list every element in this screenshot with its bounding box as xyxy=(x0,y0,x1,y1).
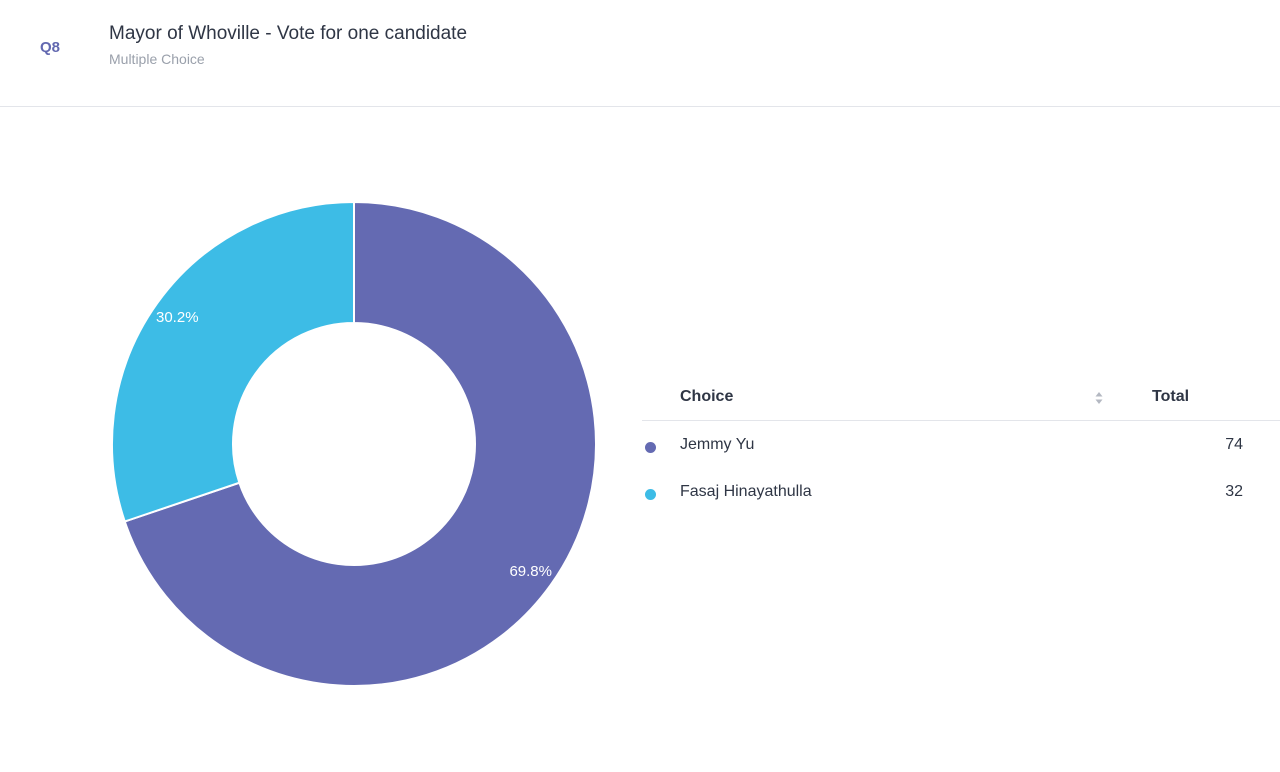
row-choice-label: Jemmy Yu xyxy=(680,436,755,453)
donut-slice[interactable] xyxy=(111,200,355,523)
row-total-value: 74 xyxy=(1225,436,1243,453)
question-title: Mayor of Whoville - Vote for one candida… xyxy=(109,23,468,44)
row-total-value: 32 xyxy=(1225,483,1243,500)
donut-slice[interactable] xyxy=(123,200,597,687)
slice-percent-label: 69.8% xyxy=(509,563,552,580)
table-header: Choice Total xyxy=(642,373,1280,421)
table-row: Fasaj Hinayathulla 32 xyxy=(642,468,1280,515)
legend-dot-icon xyxy=(645,489,656,500)
donut-chart: 69.8% 30.2% xyxy=(111,200,597,687)
sort-icon[interactable] xyxy=(1094,390,1104,406)
total-column-header[interactable]: Total xyxy=(1152,388,1190,405)
question-number: Q8 xyxy=(40,39,61,56)
choice-column-header[interactable]: Choice xyxy=(680,388,734,405)
table-row: Jemmy Yu 74 xyxy=(642,421,1280,468)
question-type: Multiple Choice xyxy=(109,51,205,67)
question-header: Q8 Mayor of Whoville - Vote for one cand… xyxy=(0,0,1280,107)
legend-dot-icon xyxy=(645,442,656,453)
row-choice-label: Fasaj Hinayathulla xyxy=(680,483,812,500)
results-table: Choice Total Jemmy Yu 74 Fasaj Hinayathu… xyxy=(642,373,1280,515)
slice-percent-label: 30.2% xyxy=(156,309,199,326)
